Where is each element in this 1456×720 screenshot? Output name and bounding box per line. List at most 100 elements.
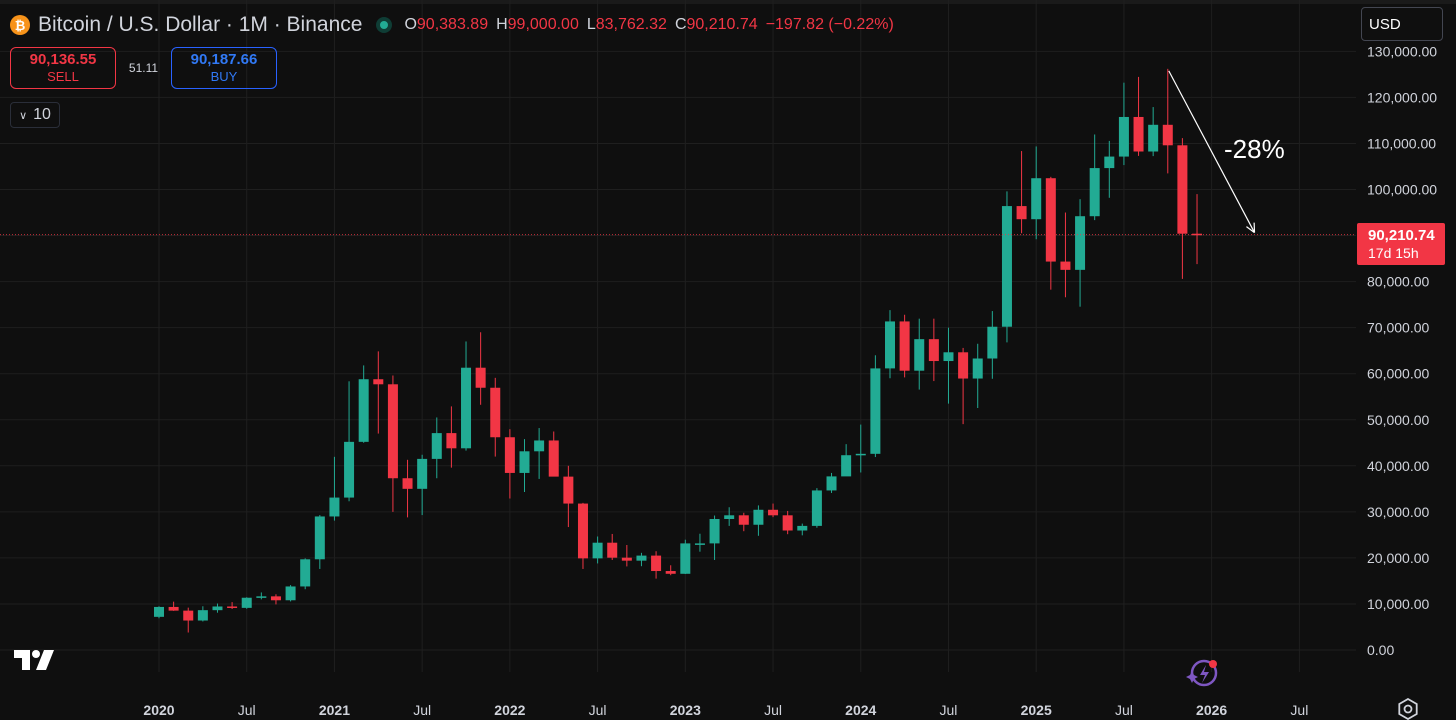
candle-body <box>168 606 179 611</box>
time-axis-label: 2020 <box>143 702 174 718</box>
candle-body <box>987 326 998 359</box>
candle-body <box>826 476 837 491</box>
candle-body <box>373 379 384 385</box>
price-axis-label: 120,000.00 <box>1367 89 1437 105</box>
candle-body <box>475 367 486 388</box>
candle-body <box>270 596 281 601</box>
candle-body <box>797 525 808 531</box>
price-axis-label: 130,000.00 <box>1367 43 1437 59</box>
candlestick-series <box>154 68 1203 633</box>
candle-body <box>738 515 749 525</box>
change-value: −197.82 (−0.22%) <box>765 16 894 33</box>
candle-body <box>855 453 866 456</box>
close-value: 90,210.74 <box>686 16 758 33</box>
candle-body <box>928 339 939 362</box>
time-axis-label: 2021 <box>319 702 350 718</box>
candle-body <box>212 606 223 611</box>
candle-body <box>899 321 910 371</box>
candle-body <box>782 515 793 531</box>
candle-body <box>621 557 632 561</box>
candle-body <box>154 606 164 617</box>
indicators-toggle-button[interactable]: ∨ 10 <box>10 102 60 128</box>
ohlc-readout: O 90,383.89 H 99,000.00 L 83,762.32 C 90,210… <box>404 16 893 34</box>
spread-value: 51.11 <box>128 61 159 75</box>
candle-body <box>1118 116 1129 157</box>
time-axis-label: 2025 <box>1021 702 1052 718</box>
candle-body <box>885 321 895 369</box>
candle-body <box>300 559 311 587</box>
bitcoin-icon: ₿ <box>10 15 30 35</box>
time-axis-label: 2026 <box>1196 702 1227 718</box>
open-label: O <box>404 16 417 33</box>
buy-label: BUY <box>210 69 238 84</box>
time-axis-label: 2022 <box>494 702 525 718</box>
candle-body <box>943 352 954 362</box>
settings-gear-icon[interactable] <box>1397 698 1419 720</box>
candle-body <box>1016 206 1027 220</box>
candle-body <box>358 379 369 442</box>
time-axis-label: Jul <box>1115 702 1133 718</box>
indicators-count: 10 <box>33 106 51 123</box>
time-axis-label: 2023 <box>670 702 701 718</box>
time-axis-label: Jul <box>238 702 256 718</box>
buy-button[interactable]: 90,187.66 BUY <box>171 47 277 89</box>
candle-body <box>1001 206 1012 327</box>
candle-body <box>841 455 852 477</box>
price-axis-label: 60,000.00 <box>1367 366 1429 382</box>
candle-body <box>490 387 501 438</box>
candle-body <box>344 441 355 498</box>
candle-body <box>241 597 252 608</box>
low-value: 83,762.32 <box>595 16 667 33</box>
time-axis-label: Jul <box>764 702 782 718</box>
candle-body <box>504 437 515 473</box>
candle-body <box>694 543 705 545</box>
candle-body <box>446 433 457 449</box>
candle-body <box>285 586 296 601</box>
candle-body <box>1148 124 1159 152</box>
candle-body <box>592 542 603 559</box>
sell-label: SELL <box>47 69 79 84</box>
candle-body <box>665 571 676 574</box>
candle-body <box>958 352 969 379</box>
symbol-title[interactable]: Bitcoin / U.S. Dollar · 1M · Binance <box>38 13 363 36</box>
close-label: C <box>674 16 687 33</box>
open-value: 90,383.89 <box>416 16 489 33</box>
candle-body <box>534 440 545 452</box>
low-label: L <box>586 16 596 33</box>
candle-body <box>680 543 691 574</box>
candle-body <box>387 384 398 479</box>
bar-countdown: 17d 15h <box>1368 244 1419 261</box>
candle-body <box>1089 168 1100 217</box>
candle-body <box>709 518 720 544</box>
candle-body <box>314 516 325 560</box>
time-axis-label: Jul <box>589 702 607 718</box>
price-axis-label: 0.00 <box>1367 642 1394 658</box>
candle-body <box>914 339 925 371</box>
candle-body <box>402 478 413 489</box>
price-axis-label: 30,000.00 <box>1367 504 1429 520</box>
candle-body <box>417 458 428 489</box>
candle-body <box>1075 216 1086 270</box>
price-axis-label: 10,000.00 <box>1367 596 1429 612</box>
annotation-arrow-line <box>1168 70 1256 233</box>
price-axis-label: 40,000.00 <box>1367 458 1429 474</box>
candle-body <box>870 368 881 454</box>
price-axis-label: 70,000.00 <box>1367 320 1429 336</box>
candle-body <box>651 555 662 572</box>
currency-selector[interactable]: USD <box>1361 7 1443 41</box>
ai-assistant-icon[interactable] <box>1184 658 1220 688</box>
chart-header: ₿ Bitcoin / U.S. Dollar · 1M · Binance O… <box>10 13 894 37</box>
candle-body <box>197 610 208 621</box>
candle-body <box>1060 261 1071 270</box>
price-axis: 0.00 10,000.00 20,000.00 30,000.00 40,000.00… <box>1367 43 1437 658</box>
chart-overlay: -28% <box>0 70 1356 236</box>
tradingview-logo-icon[interactable] <box>14 650 56 672</box>
candle-body <box>1177 145 1188 234</box>
candle-body <box>227 606 238 608</box>
candle-body <box>1104 156 1115 169</box>
price-axis-label: 100,000.00 <box>1367 182 1437 198</box>
market-status-icon[interactable] <box>376 17 393 33</box>
sell-button[interactable]: 90,136.55 SELL <box>10 47 116 89</box>
candle-body <box>329 497 340 517</box>
